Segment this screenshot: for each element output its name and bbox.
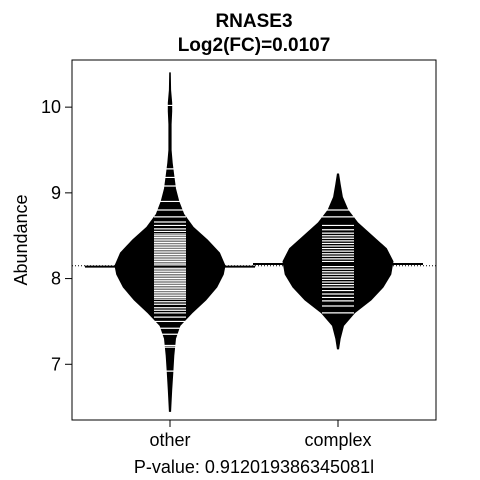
x-tick-label: other: [149, 430, 190, 450]
y-tick-label: 10: [41, 97, 61, 117]
chart-subtitle: Log2(FC)=0.0107: [178, 35, 331, 56]
y-axis-label: Abundance: [11, 194, 31, 285]
y-tick-label: 8: [51, 269, 61, 289]
plot-area: other complex 7 8 9 10: [41, 72, 436, 450]
y-tick-label: 7: [51, 354, 61, 374]
chart-title: RNASE3: [215, 11, 292, 32]
p-value-label: P-value: 0.912019386345081l: [134, 457, 374, 477]
y-tick-label: 9: [51, 183, 61, 203]
plot-frame: [71, 59, 437, 421]
x-tick-label: complex: [304, 430, 371, 450]
